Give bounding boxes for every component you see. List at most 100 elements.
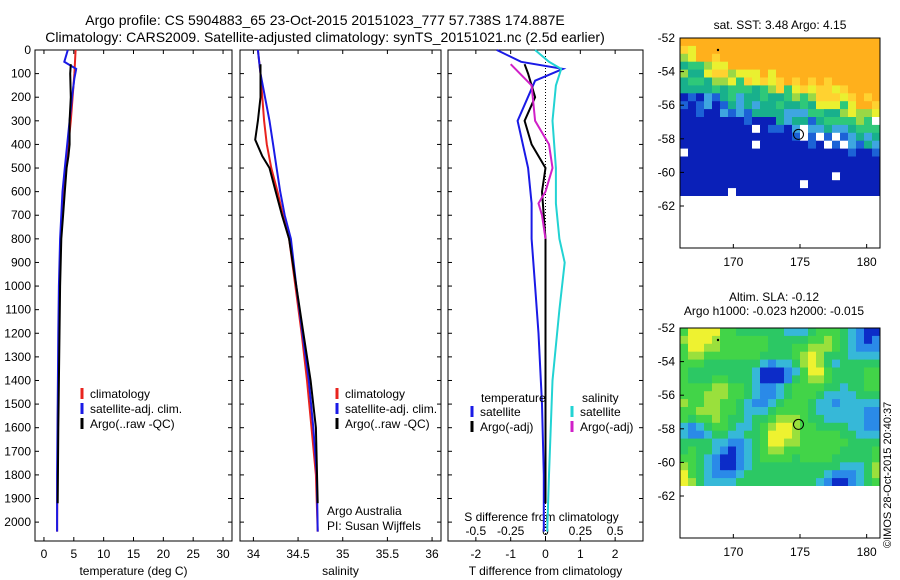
map-cell — [688, 85, 697, 94]
map-cell — [816, 45, 825, 55]
map-cell — [688, 156, 697, 165]
map-cell — [720, 414, 729, 424]
map-cell — [752, 454, 761, 463]
map-cell — [720, 383, 729, 392]
map-field-sst-map — [680, 38, 880, 196]
map-cell — [696, 38, 705, 47]
legend-label: Argo(..raw -QC) — [90, 417, 175, 431]
map-cell — [776, 438, 785, 447]
map-cell — [824, 478, 833, 486]
map-cell — [856, 45, 865, 55]
map-cell — [728, 148, 737, 157]
map-cell — [688, 38, 697, 47]
map-cell — [760, 478, 769, 486]
map-cell — [744, 164, 753, 173]
map-cell — [776, 414, 785, 424]
y-tick-label: 1000 — [4, 279, 31, 293]
map-x-tick-label: 180 — [857, 545, 877, 559]
map-cell — [704, 132, 713, 142]
map-cell — [744, 359, 753, 368]
map-cell — [720, 343, 729, 353]
map-cell — [760, 45, 769, 55]
map-cell — [704, 61, 713, 70]
map-cell — [792, 101, 801, 110]
map-cell — [832, 462, 841, 471]
map-cell — [824, 414, 833, 424]
map-cell — [704, 383, 713, 392]
map-cell — [872, 109, 880, 118]
map-cell — [752, 422, 761, 432]
map-cell — [696, 446, 705, 455]
map-cell — [776, 156, 785, 165]
map-cell — [864, 124, 873, 134]
map-cell — [760, 359, 769, 368]
map-cell — [728, 93, 737, 102]
map-cell — [800, 156, 809, 165]
map-cell — [704, 375, 713, 384]
map-cell — [824, 53, 833, 63]
map-cell — [848, 343, 857, 353]
map-cell — [840, 180, 849, 189]
legend-label: satellite — [580, 405, 621, 419]
map-cell — [712, 446, 721, 455]
map-y-tick-label: -52 — [658, 31, 676, 45]
map-cell — [864, 109, 873, 118]
map-cell — [720, 462, 729, 471]
map-cell — [760, 391, 769, 400]
legend-label: Argo(-adj) — [580, 420, 633, 434]
map-cell — [720, 132, 729, 142]
map-cell — [776, 53, 785, 63]
x-tick-label: 34.5 — [286, 547, 310, 561]
x-top-tick-label: -0.5 — [466, 524, 487, 538]
map-cell — [776, 359, 785, 368]
map-cell — [688, 148, 697, 157]
x-tick-label: 20 — [157, 547, 171, 561]
map-cell — [688, 93, 697, 102]
map-cell — [792, 414, 801, 424]
map-cell — [856, 132, 865, 142]
map-x-tick-label: 170 — [723, 545, 743, 559]
map-cell — [696, 45, 705, 55]
map-cell — [792, 172, 801, 181]
map-cell — [760, 407, 769, 416]
map-cell — [816, 38, 825, 47]
map-cell — [824, 462, 833, 471]
map-cell — [848, 53, 857, 63]
map-cell — [704, 69, 713, 78]
map-cell — [800, 85, 809, 94]
map-cell — [816, 180, 825, 189]
map-cell — [688, 383, 697, 392]
map-cell — [744, 117, 753, 126]
x-tick-label: 15 — [127, 547, 141, 561]
map-x-tick-label: 180 — [857, 255, 877, 269]
map-cell — [768, 391, 777, 400]
map-cell — [752, 478, 761, 486]
x-axis-label: T difference from climatology — [469, 564, 623, 578]
map-cell — [768, 343, 777, 353]
map-cell — [720, 180, 729, 189]
map-cell — [824, 140, 833, 149]
map-cell — [840, 164, 849, 173]
map-cell — [776, 391, 785, 400]
map-cell — [736, 93, 745, 102]
map-cell — [696, 69, 705, 78]
map-cell — [680, 343, 689, 353]
map-cell — [768, 85, 777, 94]
map-cell — [800, 470, 809, 479]
map-cell — [840, 109, 849, 118]
map-cell — [848, 454, 857, 463]
map-cell — [784, 132, 793, 142]
map-cell — [728, 85, 737, 94]
map-cell — [792, 164, 801, 173]
map-cell — [728, 69, 737, 78]
y-tick-label: 600 — [11, 185, 31, 199]
map-cell — [824, 359, 833, 368]
map-cell — [840, 462, 849, 471]
map-cell — [704, 77, 713, 86]
map-cell — [808, 38, 817, 47]
map-cell — [744, 430, 753, 439]
map-cell — [728, 391, 737, 400]
map-cell — [736, 328, 745, 337]
map-cell — [752, 53, 761, 63]
map-cell — [760, 109, 769, 118]
